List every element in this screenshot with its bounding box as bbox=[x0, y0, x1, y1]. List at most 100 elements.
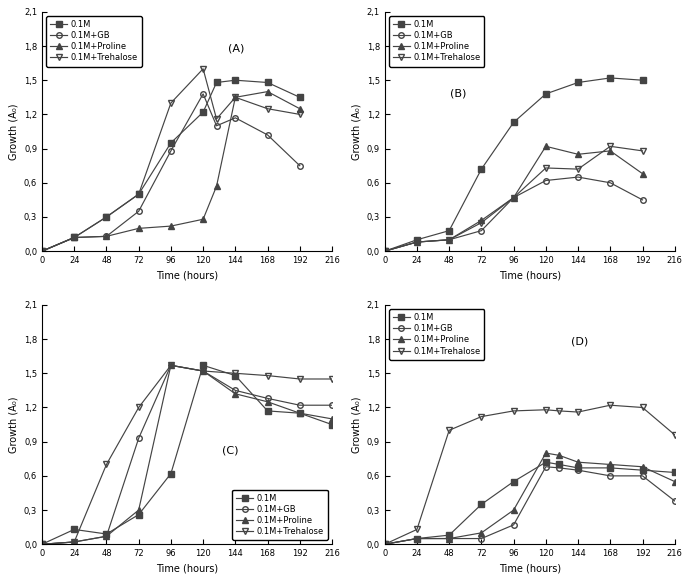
0.1M+GB bbox=[574, 467, 583, 474]
0.1M+Trehalose bbox=[381, 248, 389, 255]
0.1M+Proline bbox=[670, 478, 679, 485]
0.1M+Trehalose bbox=[328, 375, 336, 382]
0.1M+Proline bbox=[263, 398, 272, 405]
0.1M bbox=[135, 511, 143, 518]
0.1M bbox=[70, 526, 78, 533]
0.1M+Trehalose bbox=[102, 214, 111, 221]
0.1M+GB bbox=[574, 173, 583, 180]
0.1M+Trehalose bbox=[212, 115, 220, 122]
0.1M+GB bbox=[413, 535, 421, 542]
X-axis label: Time (hours): Time (hours) bbox=[156, 563, 218, 574]
0.1M bbox=[413, 236, 421, 243]
0.1M bbox=[606, 464, 614, 471]
Line: 0.1M+GB: 0.1M+GB bbox=[382, 464, 677, 547]
0.1M+Trehalose bbox=[413, 526, 421, 533]
0.1M+GB bbox=[606, 473, 614, 480]
0.1M bbox=[670, 469, 679, 476]
Y-axis label: Growth (A₀): Growth (A₀) bbox=[351, 103, 361, 159]
0.1M bbox=[555, 461, 563, 468]
0.1M+Trehalose bbox=[542, 165, 550, 172]
Y-axis label: Growth (A₀): Growth (A₀) bbox=[8, 396, 19, 453]
0.1M+GB bbox=[70, 538, 78, 545]
0.1M bbox=[638, 467, 647, 474]
0.1M+Trehalose bbox=[381, 541, 389, 548]
0.1M bbox=[477, 166, 486, 173]
0.1M+Proline bbox=[231, 391, 240, 398]
X-axis label: Time (hours): Time (hours) bbox=[499, 563, 561, 574]
Text: (A): (A) bbox=[229, 43, 245, 54]
0.1M bbox=[638, 77, 647, 84]
0.1M+Proline bbox=[102, 533, 111, 540]
Line: 0.1M+Trehalose: 0.1M+Trehalose bbox=[39, 66, 303, 254]
0.1M+Trehalose bbox=[38, 248, 46, 255]
0.1M+Trehalose bbox=[574, 166, 583, 173]
0.1M+Trehalose bbox=[38, 541, 46, 548]
0.1M+Trehalose bbox=[542, 406, 550, 413]
0.1M+Trehalose bbox=[199, 367, 207, 374]
0.1M+GB bbox=[102, 233, 111, 240]
0.1M bbox=[445, 227, 453, 234]
0.1M bbox=[542, 90, 550, 97]
0.1M bbox=[574, 464, 583, 471]
0.1M+GB bbox=[381, 541, 389, 548]
Line: 0.1M+Trehalose: 0.1M+Trehalose bbox=[382, 144, 645, 254]
0.1M bbox=[231, 77, 240, 84]
Line: 0.1M: 0.1M bbox=[39, 77, 303, 254]
0.1M+Trehalose bbox=[477, 413, 486, 420]
0.1M+Proline bbox=[555, 452, 563, 459]
0.1M bbox=[296, 94, 304, 101]
Line: 0.1M+GB: 0.1M+GB bbox=[39, 91, 303, 254]
0.1M+Trehalose bbox=[263, 372, 272, 379]
0.1M+Proline bbox=[509, 194, 518, 201]
0.1M+Trehalose bbox=[199, 65, 207, 72]
0.1M+GB bbox=[70, 234, 78, 241]
Y-axis label: Growth (A₀): Growth (A₀) bbox=[351, 396, 361, 453]
0.1M+GB bbox=[135, 208, 143, 215]
0.1M bbox=[135, 191, 143, 198]
0.1M+Proline bbox=[413, 535, 421, 542]
0.1M+GB bbox=[199, 367, 207, 374]
0.1M bbox=[38, 248, 46, 255]
0.1M+Proline bbox=[212, 183, 220, 190]
0.1M bbox=[38, 541, 46, 548]
0.1M+GB bbox=[445, 236, 453, 243]
Line: 0.1M+Trehalose: 0.1M+Trehalose bbox=[39, 363, 334, 547]
0.1M+GB bbox=[542, 177, 550, 184]
0.1M+Trehalose bbox=[231, 370, 240, 377]
0.1M+Trehalose bbox=[445, 236, 453, 243]
0.1M+GB bbox=[199, 90, 207, 97]
0.1M+Proline bbox=[38, 248, 46, 255]
0.1M bbox=[167, 470, 175, 477]
0.1M+GB bbox=[263, 132, 272, 139]
0.1M+GB bbox=[38, 248, 46, 255]
0.1M bbox=[263, 407, 272, 414]
0.1M+GB bbox=[263, 395, 272, 402]
0.1M+Proline bbox=[542, 449, 550, 456]
0.1M+GB bbox=[231, 114, 240, 121]
Legend: 0.1M, 0.1M+GB, 0.1M+Proline, 0.1M+Trehalose: 0.1M, 0.1M+GB, 0.1M+Proline, 0.1M+Trehal… bbox=[389, 16, 484, 66]
0.1M+Proline bbox=[638, 170, 647, 177]
0.1M+GB bbox=[638, 473, 647, 480]
0.1M bbox=[328, 421, 336, 428]
0.1M+GB bbox=[38, 541, 46, 548]
0.1M+Proline bbox=[167, 222, 175, 229]
0.1M+GB bbox=[381, 248, 389, 255]
0.1M+Proline bbox=[102, 233, 111, 240]
0.1M+Trehalose bbox=[638, 147, 647, 154]
Text: (C): (C) bbox=[222, 446, 238, 456]
Text: (B): (B) bbox=[451, 89, 466, 99]
0.1M+Proline bbox=[638, 463, 647, 470]
0.1M+Proline bbox=[477, 217, 486, 224]
Line: 0.1M+Proline: 0.1M+Proline bbox=[39, 363, 334, 547]
0.1M+Proline bbox=[231, 94, 240, 101]
0.1M+Trehalose bbox=[670, 431, 679, 438]
0.1M+Trehalose bbox=[70, 538, 78, 545]
Legend: 0.1M, 0.1M+GB, 0.1M+Proline, 0.1M+Trehalose: 0.1M, 0.1M+GB, 0.1M+Proline, 0.1M+Trehal… bbox=[232, 489, 328, 540]
0.1M+Proline bbox=[445, 236, 453, 243]
0.1M+Proline bbox=[574, 459, 583, 466]
0.1M+GB bbox=[542, 463, 550, 470]
0.1M+Proline bbox=[509, 506, 518, 513]
X-axis label: Time (hours): Time (hours) bbox=[499, 271, 561, 281]
Legend: 0.1M, 0.1M+GB, 0.1M+Proline, 0.1M+Trehalose: 0.1M, 0.1M+GB, 0.1M+Proline, 0.1M+Trehal… bbox=[389, 309, 484, 360]
0.1M+Proline bbox=[70, 234, 78, 241]
